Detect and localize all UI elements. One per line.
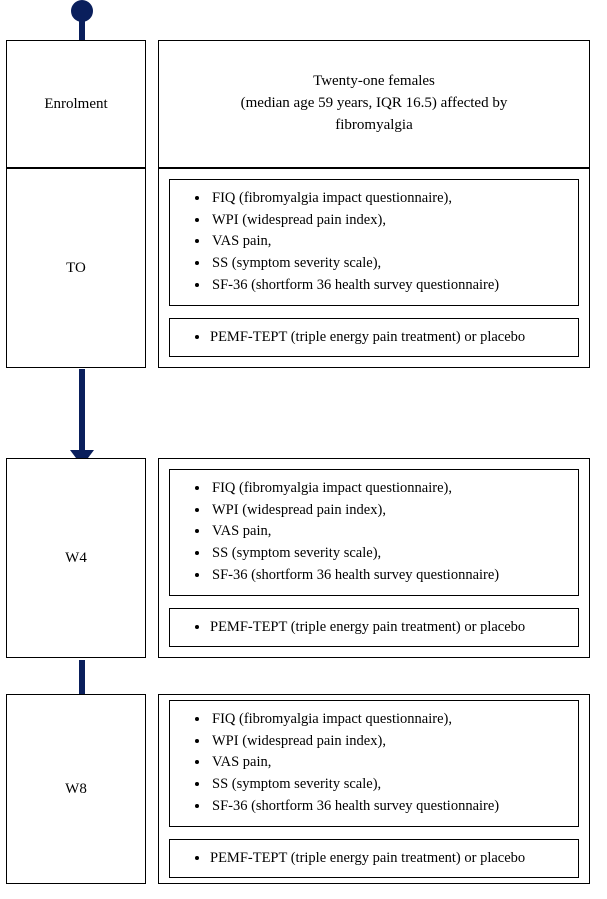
list-item: SS (symptom severity scale), (210, 253, 566, 275)
list-item: SF-36 (shortform 36 health survey questi… (210, 796, 566, 818)
treatment-list: PEMF-TEPT (triple energy pain treatment)… (182, 617, 566, 639)
list-item: VAS pain, (210, 752, 566, 774)
list-item: FIQ (fibromyalgia impact questionnaire), (210, 188, 566, 210)
list-item: SS (symptom severity scale), (210, 543, 566, 565)
stage-label-text: W8 (65, 781, 87, 798)
stage-w8: W8 FIQ (fibromyalgia impact questionnair… (6, 694, 590, 884)
list-item: WPI (widespread pain index), (210, 500, 566, 522)
list-item: VAS pain, (210, 231, 566, 253)
stage-enrolment: Enrolment Twenty-one females (median age… (6, 40, 590, 168)
list-item: PEMF-TEPT (triple energy pain treatment)… (210, 848, 566, 870)
stage-content: FIQ (fibromyalgia impact questionnaire),… (158, 168, 590, 368)
timeline-segment (79, 369, 85, 451)
stage-label: W4 (6, 458, 146, 658)
stage-content: FIQ (fibromyalgia impact questionnaire),… (158, 694, 590, 884)
list-item: FIQ (fibromyalgia impact questionnaire), (210, 478, 566, 500)
stage-content: Twenty-one females (median age 59 years,… (158, 40, 590, 168)
measures-box: FIQ (fibromyalgia impact questionnaire),… (169, 179, 579, 306)
study-flowchart: Enrolment Twenty-one females (median age… (0, 0, 607, 899)
stage-to: TO FIQ (fibromyalgia impact questionnair… (6, 168, 590, 368)
stage-label: Enrolment (6, 40, 146, 168)
list-item: FIQ (fibromyalgia impact questionnaire), (210, 709, 566, 731)
list-item: VAS pain, (210, 521, 566, 543)
stage-label-text: TO (66, 260, 86, 277)
measures-list: FIQ (fibromyalgia impact questionnaire),… (182, 188, 566, 297)
measures-box: FIQ (fibromyalgia impact questionnaire),… (169, 700, 579, 827)
list-item: SF-36 (shortform 36 health survey questi… (210, 275, 566, 297)
list-item: WPI (widespread pain index), (210, 210, 566, 232)
stage-label-text: W4 (65, 550, 87, 567)
timeline-segment (79, 4, 85, 40)
treatment-box: PEMF-TEPT (triple energy pain treatment)… (169, 608, 579, 648)
treatment-list: PEMF-TEPT (triple energy pain treatment)… (182, 327, 566, 349)
list-item: SS (symptom severity scale), (210, 774, 566, 796)
enrolment-description: Twenty-one females (median age 59 years,… (189, 71, 559, 136)
stage-label: W8 (6, 694, 146, 884)
treatment-box: PEMF-TEPT (triple energy pain treatment)… (169, 839, 579, 879)
list-item: PEMF-TEPT (triple energy pain treatment)… (210, 617, 566, 639)
stage-w4: W4 FIQ (fibromyalgia impact questionnair… (6, 458, 590, 658)
treatment-box: PEMF-TEPT (triple energy pain treatment)… (169, 318, 579, 358)
stage-content: FIQ (fibromyalgia impact questionnaire),… (158, 458, 590, 658)
measures-list: FIQ (fibromyalgia impact questionnaire),… (182, 478, 566, 587)
stage-label: TO (6, 168, 146, 368)
measures-list: FIQ (fibromyalgia impact questionnaire),… (182, 709, 566, 818)
list-item: PEMF-TEPT (triple energy pain treatment)… (210, 327, 566, 349)
list-item: WPI (widespread pain index), (210, 731, 566, 753)
treatment-list: PEMF-TEPT (triple energy pain treatment)… (182, 848, 566, 870)
list-item: SF-36 (shortform 36 health survey questi… (210, 565, 566, 587)
stage-label-text: Enrolment (44, 96, 107, 113)
measures-box: FIQ (fibromyalgia impact questionnaire),… (169, 469, 579, 596)
